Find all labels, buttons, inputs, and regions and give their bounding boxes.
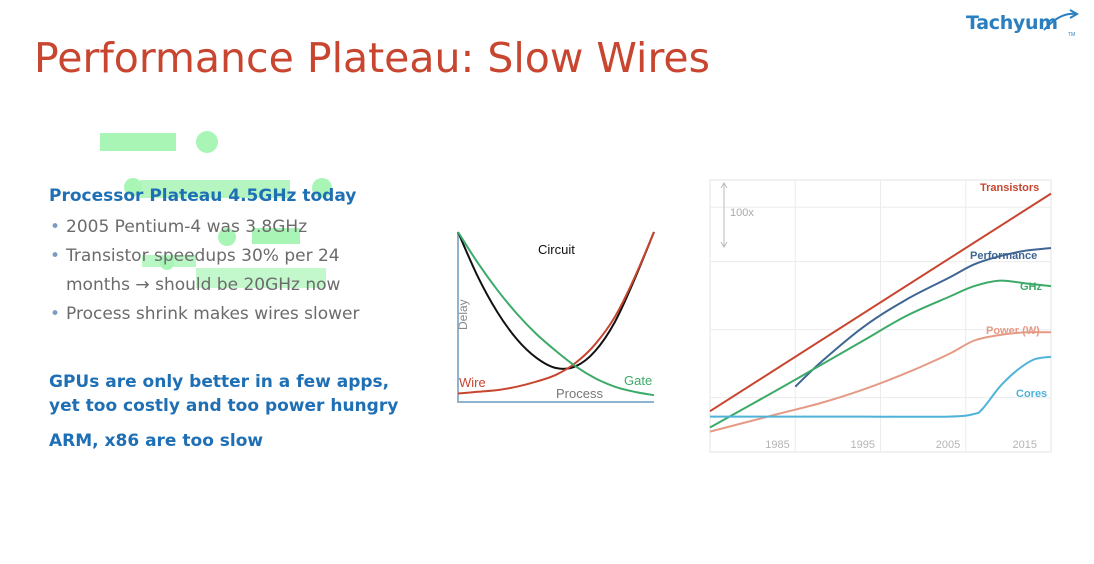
series-line-wire: [457, 231, 655, 395]
series-line-transistors: [709, 192, 1052, 413]
logo-swoosh-icon: TM: [1043, 9, 1080, 38]
series-line-power-w: [709, 331, 1052, 433]
series-label-circuit: Circuit: [538, 242, 575, 257]
bullet-item: Transistor speedups 30% per 24 months → …: [50, 242, 396, 300]
heading-gpus-line2: yet too costly and too power hungry: [49, 396, 399, 416]
x-tick-label: 2005: [936, 439, 960, 451]
bullet-item: Process shrink makes wires slower: [50, 300, 410, 329]
series-label: Transistors: [980, 182, 1039, 194]
x-tick-label: 1995: [851, 439, 875, 451]
trend-chart: 100x 1985 1995 2005 2015 Transistors Performan…: [709, 179, 1052, 453]
series-label: Power (W): [986, 325, 1040, 337]
highlight-dot: [196, 131, 218, 153]
tachyum-logo: Tachyum: [966, 12, 1058, 34]
x-tick-label: 1985: [765, 439, 789, 451]
x-tick-label: 2015: [1012, 439, 1036, 451]
heading-processor-plateau: Processor Plateau 4.5GHz today: [49, 186, 357, 206]
scale-annotation: 100x: [730, 207, 754, 219]
delay-process-chart: Circuit Wire Gate Process Delay: [456, 231, 655, 403]
series-label: GHz: [1020, 281, 1043, 293]
y-axis-label: Delay: [456, 299, 470, 330]
axis-lines: [457, 232, 654, 403]
x-axis-label: Process: [556, 386, 603, 401]
arrow-head-up-icon: [720, 182, 728, 189]
heading-arm-x86: ARM, x86 are too slow: [49, 431, 264, 451]
bullet-item: 2005 Pentium-4 was 3.8GHz: [50, 213, 410, 242]
highlight-bar: [100, 133, 176, 151]
series-label: Performance: [970, 250, 1037, 262]
highlight-dot: [124, 178, 142, 196]
series-line-performance: [794, 247, 1052, 388]
series-line-circuit: [457, 231, 655, 370]
series-line-gate: [457, 231, 655, 397]
logo-tm: TM: [1068, 32, 1075, 38]
bullet-list: 2005 Pentium-4 was 3.8GHz Transistor spe…: [50, 213, 410, 329]
series-line-cores: [710, 355, 1052, 418]
series-label-gate: Gate: [624, 373, 652, 388]
series-label: Cores: [1016, 388, 1047, 400]
arrow-head-down-icon: [720, 241, 728, 248]
highlight-dot: [312, 178, 332, 198]
highlight-bar: [140, 180, 290, 198]
series-label-wire: Wire: [459, 375, 486, 390]
heading-gpus-line1: GPUs are only better in a few apps,: [49, 372, 390, 392]
slide-title: Performance Plateau: Slow Wires: [34, 34, 710, 82]
series-line-ghz: [709, 279, 1052, 429]
